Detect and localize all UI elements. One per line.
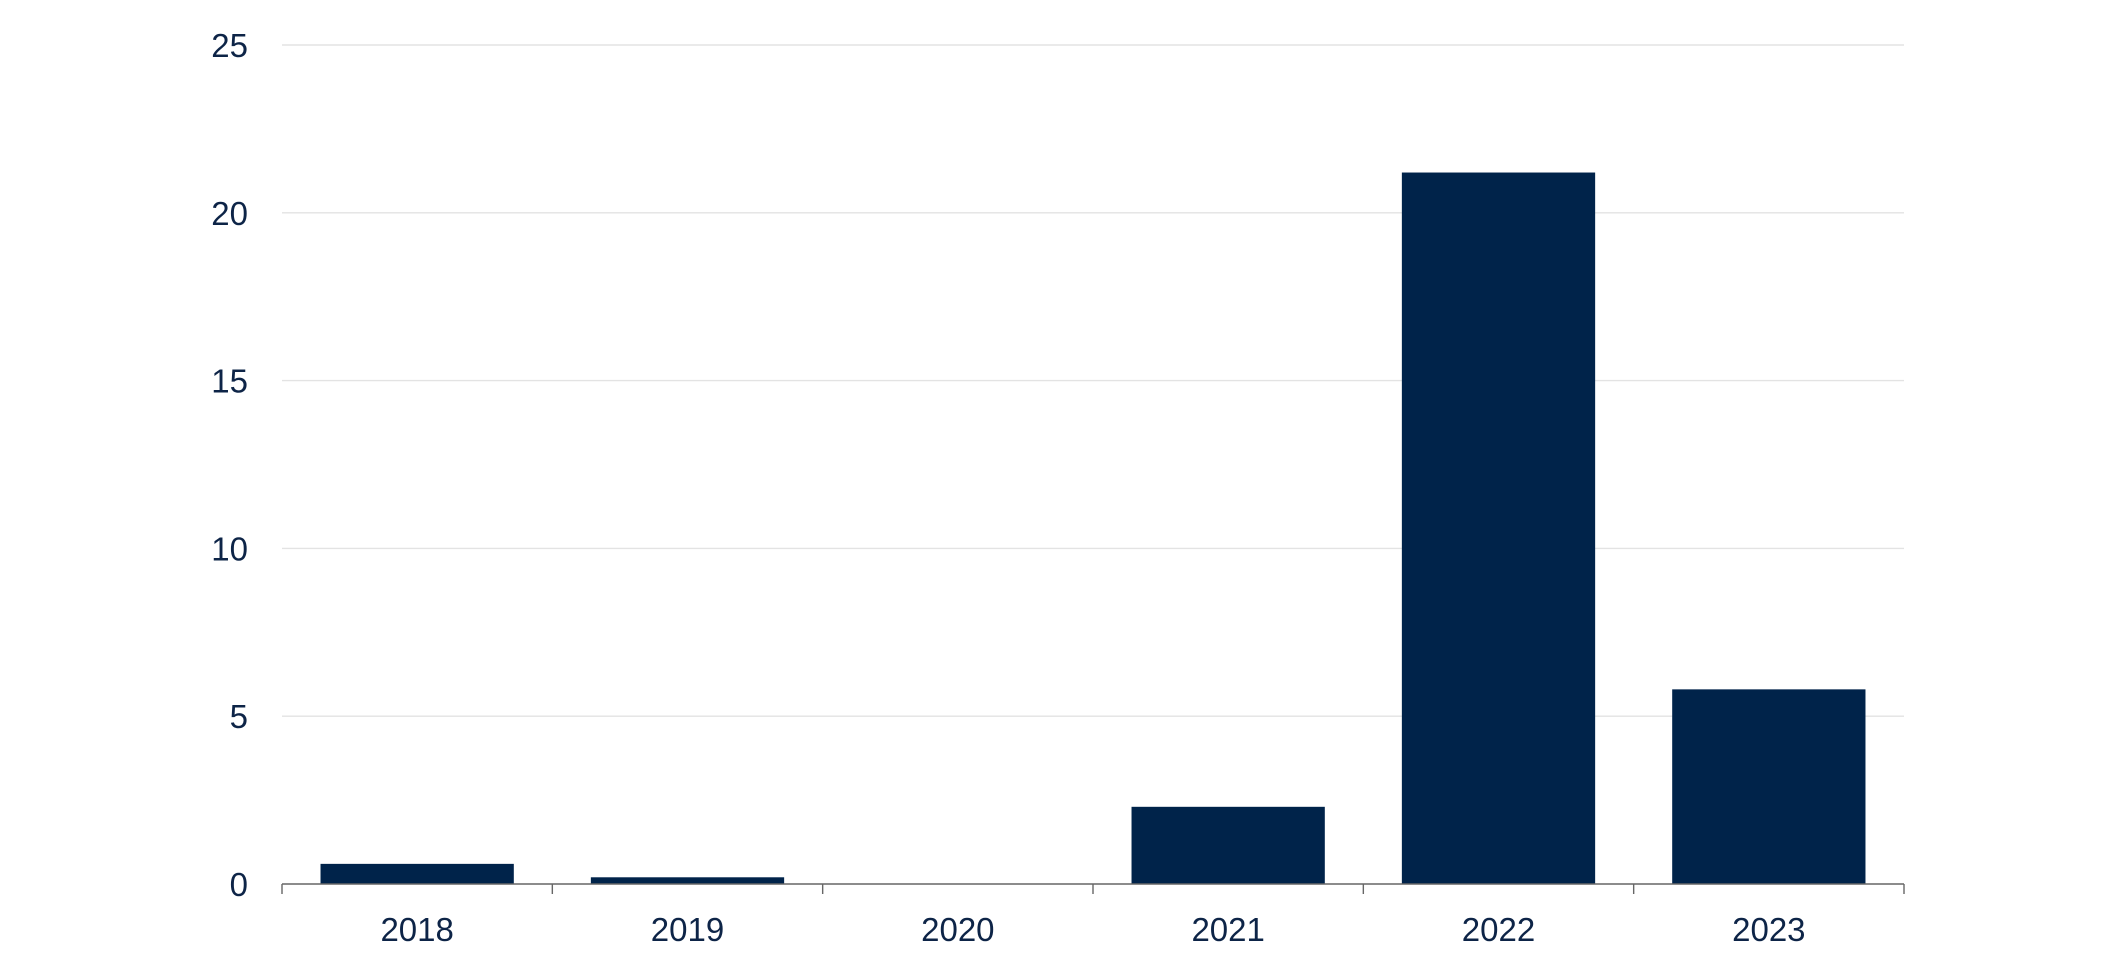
y-axis-tick-labels: 0 5 10 15 20 25 <box>211 27 248 903</box>
x-tick-label: 2020 <box>921 911 994 948</box>
y-tick-label: 0 <box>230 866 248 903</box>
x-tick-label: 2021 <box>1191 911 1264 948</box>
x-axis <box>281 883 1905 894</box>
bar-2022 <box>1401 172 1596 884</box>
y-tick-label: 20 <box>211 195 248 232</box>
x-tick-label: 2023 <box>1732 911 1805 948</box>
bar-2023 <box>1672 689 1866 884</box>
y-tick-label: 25 <box>211 27 248 64</box>
bar-2018 <box>320 863 514 884</box>
x-tick-label: 2018 <box>380 911 453 948</box>
x-tick-label: 2019 <box>651 911 724 948</box>
y-tick-label: 5 <box>230 698 248 735</box>
bar-2021 <box>1131 806 1325 884</box>
grid-layer <box>282 44 1904 717</box>
y-tick-label: 10 <box>211 530 248 567</box>
x-axis-tick-labels: 2018 2019 2020 2021 2022 2023 <box>380 911 1805 948</box>
y-tick-label: 15 <box>211 363 248 400</box>
bar-2019 <box>590 877 785 884</box>
x-tick-label: 2022 <box>1462 911 1535 948</box>
bar-layer <box>320 172 1866 884</box>
